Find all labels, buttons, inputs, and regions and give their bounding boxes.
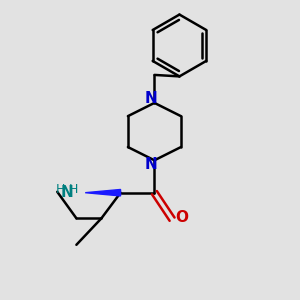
Text: H: H (69, 183, 78, 196)
Text: H: H (56, 183, 65, 196)
Text: N: N (145, 91, 157, 106)
Text: O: O (175, 210, 188, 225)
Text: N: N (61, 185, 73, 200)
Text: N: N (145, 157, 157, 172)
Polygon shape (85, 190, 121, 196)
